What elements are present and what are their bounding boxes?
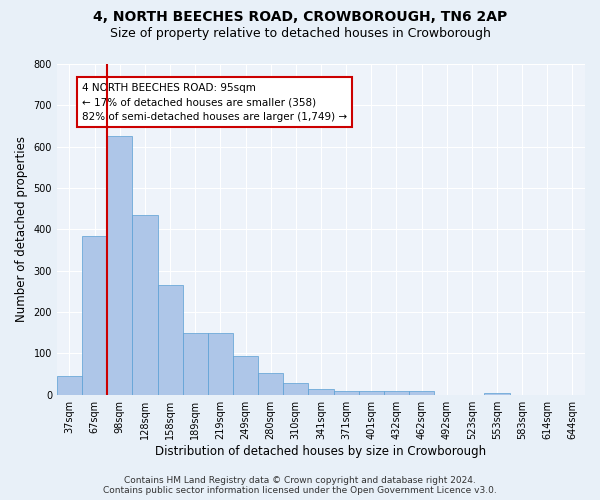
Bar [308, 389, 334, 394]
Bar [359, 391, 384, 394]
Text: Size of property relative to detached houses in Crowborough: Size of property relative to detached ho… [110, 28, 490, 40]
Bar [133, 215, 158, 394]
Bar [258, 373, 283, 394]
Bar [182, 332, 208, 394]
Bar [484, 392, 509, 394]
X-axis label: Distribution of detached houses by size in Crowborough: Distribution of detached houses by size … [155, 444, 487, 458]
Bar [384, 391, 409, 394]
Text: 4, NORTH BEECHES ROAD, CROWBOROUGH, TN6 2AP: 4, NORTH BEECHES ROAD, CROWBOROUGH, TN6 … [93, 10, 507, 24]
Bar [107, 136, 133, 394]
Bar [208, 332, 233, 394]
Bar [283, 383, 308, 394]
Text: 4 NORTH BEECHES ROAD: 95sqm
← 17% of detached houses are smaller (358)
82% of se: 4 NORTH BEECHES ROAD: 95sqm ← 17% of det… [82, 82, 347, 122]
Bar [334, 390, 359, 394]
Bar [57, 376, 82, 394]
Bar [82, 236, 107, 394]
Bar [233, 356, 258, 395]
Y-axis label: Number of detached properties: Number of detached properties [15, 136, 28, 322]
Text: Contains HM Land Registry data © Crown copyright and database right 2024.
Contai: Contains HM Land Registry data © Crown c… [103, 476, 497, 495]
Bar [158, 285, 182, 395]
Bar [409, 390, 434, 394]
